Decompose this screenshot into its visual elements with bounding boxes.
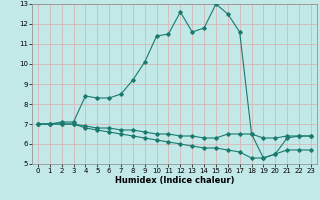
X-axis label: Humidex (Indice chaleur): Humidex (Indice chaleur)	[115, 176, 234, 185]
